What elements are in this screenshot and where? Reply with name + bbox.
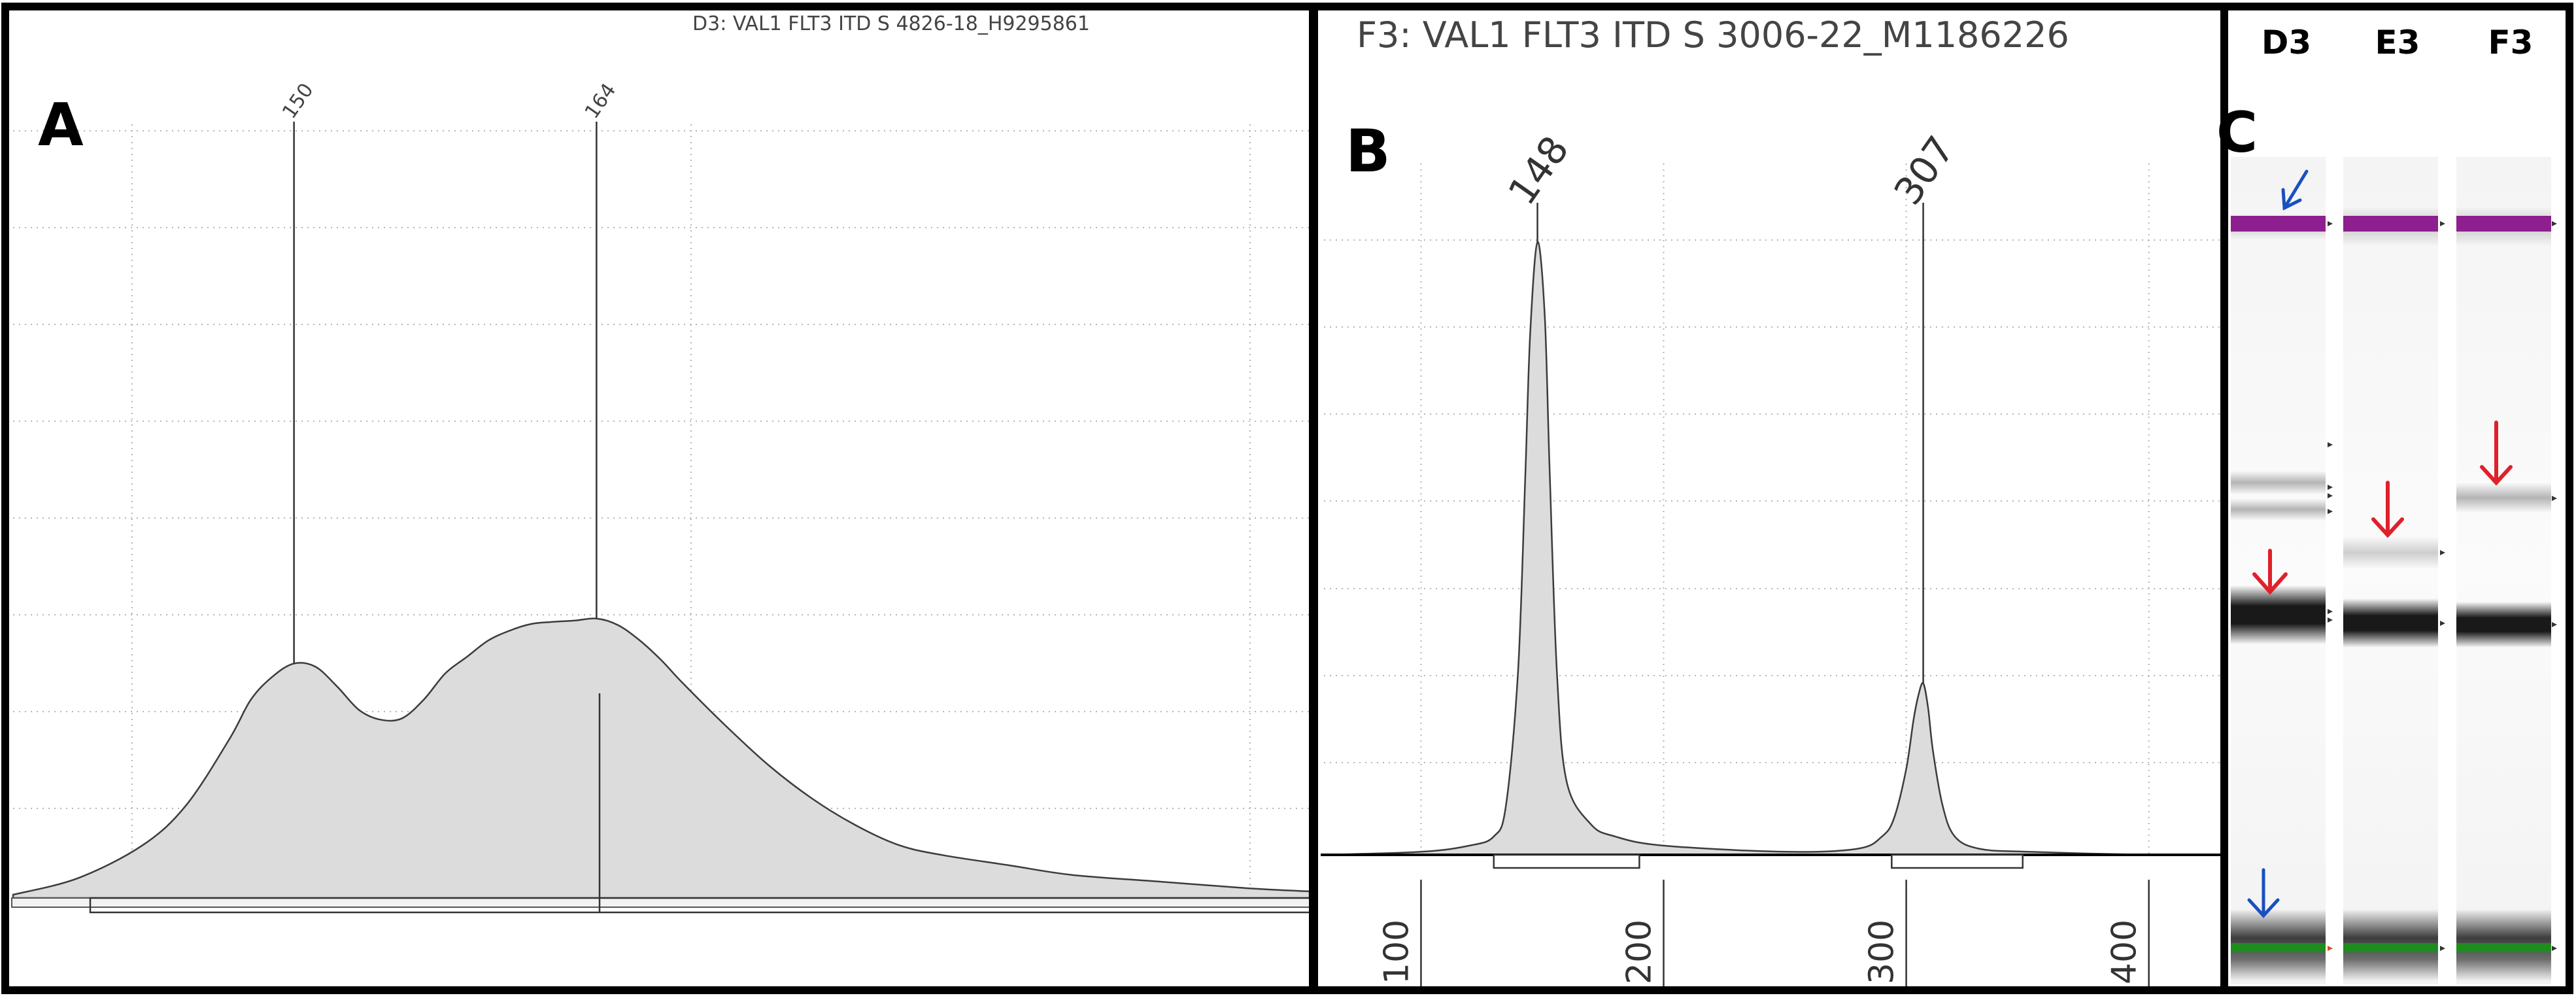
panel-b-letter: B [1346,117,1391,186]
lane-label-f3: F3 [2488,24,2534,61]
lower-marker-band [2456,943,2551,952]
panel-b-size-range-box [1891,854,2024,869]
panel-c: C D3 E3 F3 [2216,12,2565,986]
blue-arrow-icon [2281,169,2309,211]
panel-b-x-tick-label: 400 [2105,920,2144,984]
panel-a: 150 164 D3: VAL1 FLT3 ITD S 4826-18_H9295… [10,12,1312,986]
panel-a-electropherogram-area [12,617,1311,899]
panel-b-electropherogram-area [1323,241,2222,856]
panel-a-letter: A [38,91,84,160]
red-arrow-icon [2371,481,2404,538]
lane-label-e3: E3 [2375,24,2420,61]
panel-b-x-tick-label: 100 [1377,920,1416,984]
upper-marker-band [2456,216,2551,232]
panel-b-size-range-boxes [1493,854,2024,869]
panel-b-x-ticks: 100 200 300 400 [1377,880,2150,986]
panel-b: 100 200 300 400 148 307 F3: VAL1 FLT3 ITD S … [1321,12,2223,986]
panel-a-baseline-bar [11,897,1312,908]
lower-marker-band [2231,943,2326,952]
gel-lane [2231,157,2326,984]
panel-b-grid [1324,164,2222,855]
red-arrow-icon [2252,549,2288,595]
gel-side-tick-orange [2328,946,2333,951]
gel-lane [2343,157,2438,984]
red-arrow-icon [2480,421,2513,486]
upper-marker-band [2343,216,2438,232]
gel-lane [2456,157,2551,984]
blue-arrow-icon [2247,868,2280,918]
panel-b-background [1321,12,2223,986]
lane-label-d3: D3 [2262,24,2311,61]
lower-marker-band [2343,943,2438,952]
upper-marker-band [2231,216,2326,232]
panel-b-size-range-box [1493,854,1640,869]
panel-a-title: D3: VAL1 FLT3 ITD S 4826-18_H9295861 [692,12,1090,35]
panel-borders [1,3,2573,994]
panel-b-x-tick-label: 300 [1863,920,1902,984]
panel-b-x-tick-label: 200 [1620,920,1659,984]
panel-b-title: F3: VAL1 FLT3 ITD S 3006-22_M1186226 [1357,14,2069,56]
gel-side-ticks [2328,221,2557,951]
